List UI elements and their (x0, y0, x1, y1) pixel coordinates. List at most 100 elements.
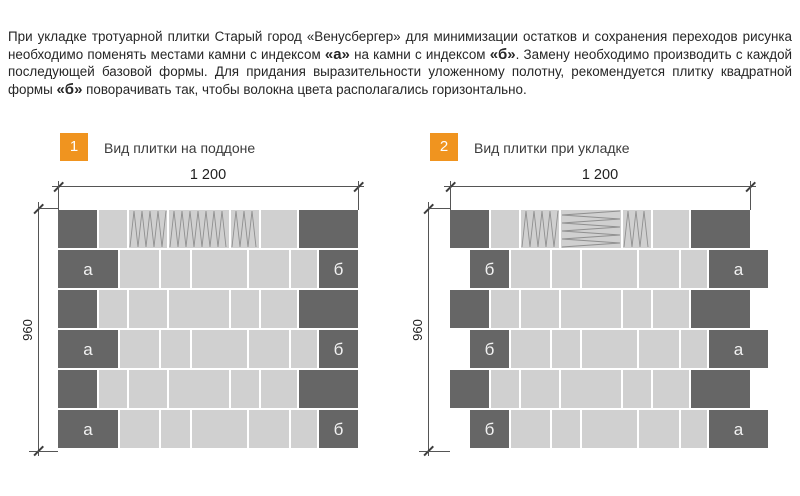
tile-light (491, 210, 519, 248)
tile-light (261, 290, 297, 328)
tile-light (249, 330, 289, 368)
tile-light (120, 250, 159, 288)
vertical-fiber-hatch (521, 210, 559, 248)
tile-hatched (129, 210, 167, 248)
tile-light (491, 370, 519, 408)
tile-light (249, 410, 289, 448)
tile-light (623, 370, 651, 408)
tile-light (639, 330, 679, 368)
tile-light (681, 250, 707, 288)
tile-index-a: а (58, 250, 118, 288)
tile-dark (299, 290, 358, 328)
tile-dark (299, 370, 358, 408)
tile-index-a: а (58, 330, 118, 368)
tile-light (99, 290, 127, 328)
panel-number: 2 (439, 138, 449, 155)
tile-index-label: а (733, 339, 744, 359)
height-dimension-line (428, 202, 429, 456)
tile-light (249, 250, 289, 288)
tile-light (561, 370, 621, 408)
tile-dark (691, 290, 750, 328)
height-dimension-label: 960 (20, 319, 35, 341)
tile-light (129, 370, 167, 408)
tile-light (192, 330, 247, 368)
tile-light (491, 290, 519, 328)
tile-dark (58, 370, 97, 408)
panel-number-badge: 1 (60, 133, 88, 161)
tile-index-label: а (83, 419, 93, 439)
tile-light (99, 210, 127, 248)
extension-line (358, 181, 359, 210)
tile-grid: а б а б а б (58, 210, 378, 450)
vertical-fiber-hatch (231, 210, 257, 248)
panel-caption: Вид плитки на поддоне (104, 140, 256, 156)
tile-index-label: б (333, 259, 344, 279)
width-dimension-label: 1 200 (581, 167, 619, 183)
tile-index-label: б (484, 259, 495, 279)
tile-light (231, 370, 259, 408)
tile-index-a: а (709, 250, 768, 288)
tile-light (169, 290, 229, 328)
tile-index-b: б (319, 330, 358, 368)
tile-dark (58, 210, 97, 248)
vertical-fiber-hatch (623, 210, 649, 248)
extension-line (29, 451, 58, 452)
panel-number: 1 (69, 138, 79, 155)
tile-light (582, 250, 637, 288)
tile-dark (450, 370, 489, 408)
tile-light (639, 250, 679, 288)
vertical-fiber-hatch (129, 210, 167, 248)
tile-light (623, 290, 651, 328)
tile-dark (691, 370, 750, 408)
tile-dark (450, 290, 489, 328)
tile-index-b: б (470, 330, 509, 368)
tile-index-b: б (470, 250, 509, 288)
tile-light (291, 410, 317, 448)
index-letter-emphasis: «а» (324, 45, 350, 63)
tile-light (552, 330, 580, 368)
tile-light (582, 330, 637, 368)
tile-light (261, 210, 297, 248)
tile-hatched (231, 210, 259, 248)
description-segment: . Замену необходимо производить с каждой… (8, 46, 792, 97)
width-dimension-line (444, 186, 756, 187)
tile-light (582, 410, 637, 448)
tile-light (169, 370, 229, 408)
tile-index-label: б (333, 339, 344, 359)
tile-light (521, 290, 559, 328)
width-dimension-line (52, 186, 364, 187)
description-segment: При укладке тротуарной плитки Старый гор… (8, 29, 792, 62)
index-letter-emphasis: «б» (56, 80, 83, 98)
extension-line (428, 208, 450, 209)
tile-light (653, 290, 689, 328)
tile-index-a: а (709, 410, 768, 448)
extension-line (38, 208, 58, 209)
tile-light (511, 250, 550, 288)
tile-dark (58, 290, 97, 328)
tile-light (192, 410, 247, 448)
tile-light (161, 410, 190, 448)
tile-light (639, 410, 679, 448)
width-dimension-label: 1 200 (189, 167, 227, 183)
tile-light (120, 410, 159, 448)
tile-index-label: а (733, 259, 744, 279)
tile-light (120, 330, 159, 368)
tile-light (231, 290, 259, 328)
panel-number-badge: 2 (430, 133, 458, 161)
description-segment: поворачивать так, чтобы волокна цвета ра… (82, 81, 527, 97)
tile-light (511, 330, 550, 368)
tile-light (291, 250, 317, 288)
tile-hatched (623, 210, 651, 248)
tile-index-b: б (319, 250, 358, 288)
tile-index-label: а (733, 419, 744, 439)
tile-index-label: а (83, 259, 93, 279)
tile-light (511, 410, 550, 448)
tile-grid: б а б а б а (450, 210, 790, 450)
tile-light (161, 250, 190, 288)
extension-line (450, 181, 451, 210)
tile-dark (450, 210, 489, 248)
tile-hatched (521, 210, 559, 248)
tile-light (192, 250, 247, 288)
tile-light (291, 330, 317, 368)
